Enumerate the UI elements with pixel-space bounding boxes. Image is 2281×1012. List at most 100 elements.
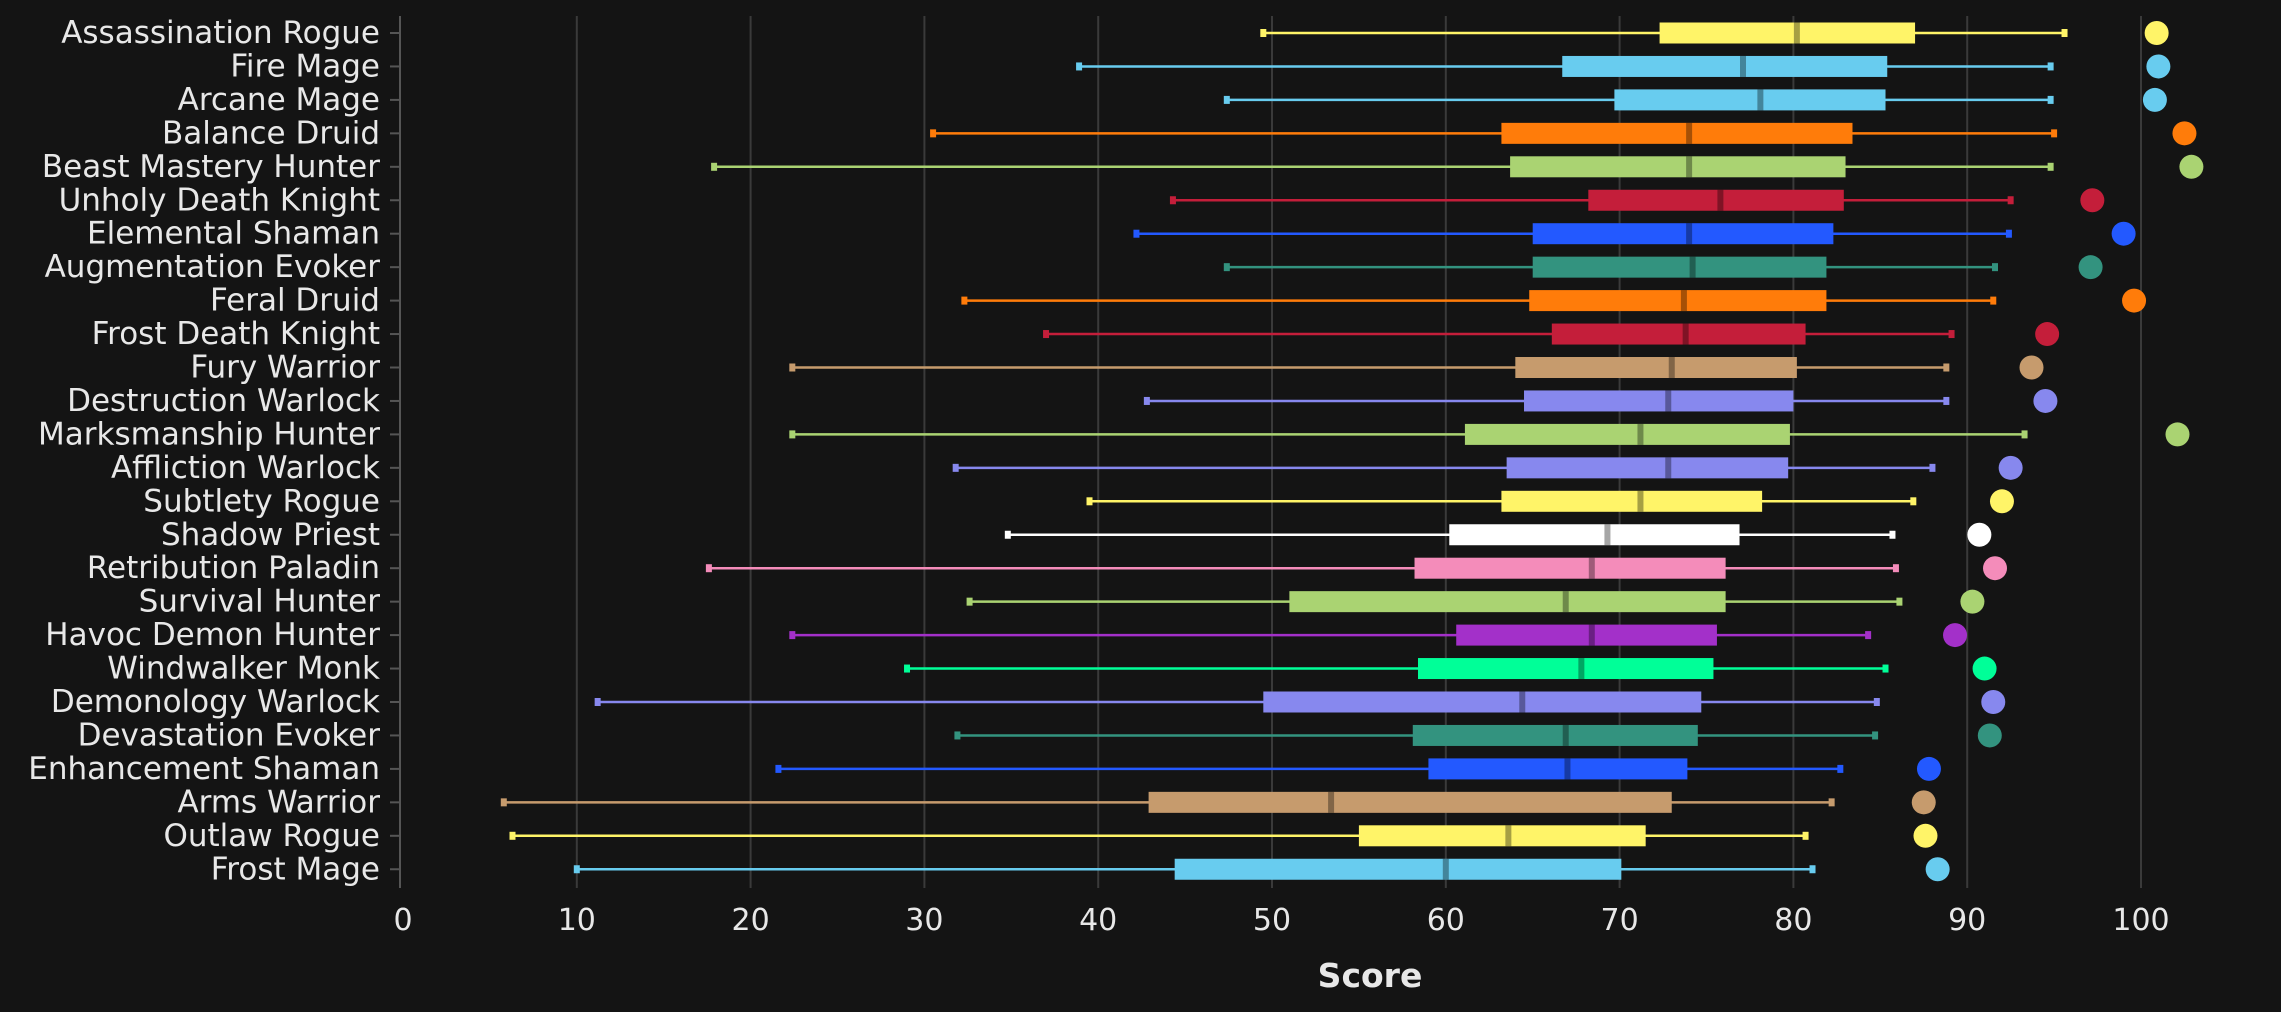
whisker-cap-max: [1865, 631, 1872, 640]
median-marker: [1588, 557, 1595, 579]
x-axis-title: Score: [1318, 956, 1423, 995]
x-tick-label: 90: [1948, 903, 1986, 938]
whisker-cap-min: [1223, 263, 1230, 272]
whisker-cap-min: [711, 162, 718, 171]
category-label: Beast Mastery Hunter: [42, 149, 380, 185]
category-label: Fire Mage: [230, 48, 380, 84]
median-marker: [1665, 457, 1672, 479]
iqr-box: [1289, 591, 1726, 613]
category-label: Windwalker Monk: [107, 651, 380, 687]
iqr-box: [1524, 390, 1794, 412]
category-label: Havoc Demon Hunter: [45, 617, 380, 653]
whisker-cap-max: [1873, 698, 1880, 706]
box-windwalker-monk: [904, 656, 1997, 681]
whisker-cap-max: [2047, 95, 2054, 104]
category-label: Demonology Warlock: [51, 684, 380, 720]
whisker-cap-min: [1223, 95, 1230, 104]
iqr-box: [1562, 55, 1888, 77]
category-label: Survival Hunter: [139, 584, 381, 620]
max-point: [1960, 589, 1985, 614]
max-point: [1967, 522, 1992, 547]
median-marker: [1562, 724, 1569, 746]
whisker-cap-min: [961, 296, 968, 305]
iqr-box: [1449, 524, 1740, 546]
whisker-cap-min: [1086, 497, 1093, 506]
whisker-cap-max: [1943, 363, 1950, 372]
median-marker: [1686, 156, 1693, 178]
whisker-cap-max: [2021, 430, 2028, 439]
median-marker: [1682, 323, 1689, 345]
max-point: [1989, 489, 2014, 514]
box-beast-mastery-hunter: [711, 154, 2204, 179]
median-marker: [1717, 189, 1724, 211]
category-label: Devastation Evoker: [78, 717, 381, 753]
whisker-cap-min: [1143, 396, 1150, 405]
max-point: [2122, 288, 2147, 313]
median-marker: [1680, 290, 1687, 312]
box-devastation-evoker: [954, 723, 2002, 748]
max-point: [1925, 857, 1950, 882]
iqr-box: [1659, 22, 1916, 44]
max-point: [2165, 422, 2190, 447]
median-marker: [1686, 122, 1693, 144]
iqr-box: [1456, 624, 1717, 646]
iqr-box: [1148, 791, 1672, 813]
whisker-cap-max: [2061, 29, 2068, 37]
iqr-box: [1428, 758, 1688, 780]
median-marker: [1793, 22, 1800, 44]
iqr-box: [1174, 858, 1622, 880]
category-label: Retribution Paladin: [87, 550, 380, 586]
iqr-box: [1412, 724, 1698, 746]
whisker-cap-max: [2047, 162, 2054, 171]
whisker-cap-max: [1929, 463, 1936, 472]
median-marker: [1668, 357, 1675, 378]
whisker-cap-max: [1990, 296, 1997, 305]
category-label: Frost Mage: [211, 851, 380, 887]
max-point: [1972, 656, 1997, 681]
whisker-cap-max: [1809, 865, 1816, 874]
category-label: Balance Druid: [162, 115, 380, 151]
box-unholy-death-knight: [1169, 188, 2105, 213]
box-survival-hunter: [966, 589, 1985, 614]
whisker-cap-max: [1992, 263, 1999, 272]
box-shadow-priest: [1004, 522, 1992, 547]
x-tick-label: 100: [2112, 903, 2169, 938]
whisker-cap-min: [500, 798, 507, 807]
box-series: [500, 21, 2204, 882]
max-point: [2179, 154, 2204, 179]
whisker-cap-max: [2007, 196, 2014, 205]
box-retribution-paladin: [705, 556, 2008, 581]
box-balance-druid: [930, 121, 2197, 146]
median-marker: [1689, 256, 1696, 278]
whisker-cap-max: [1943, 396, 1950, 405]
whisker-cap-min: [966, 597, 973, 606]
category-label: Assassination Rogue: [61, 15, 380, 51]
x-tick-label: 0: [393, 903, 412, 938]
box-subtlety-rogue: [1086, 489, 2014, 514]
median-marker: [1757, 89, 1764, 111]
median-marker: [1588, 624, 1595, 646]
max-point: [1998, 455, 2023, 480]
box-arcane-mage: [1223, 87, 2167, 112]
whisker-cap-min: [775, 764, 782, 773]
iqr-box: [1417, 658, 1714, 680]
y-axis: [390, 16, 401, 888]
whisker-cap-min: [789, 631, 796, 640]
category-label: Augmentation Evoker: [45, 249, 381, 285]
whisker-cap-min: [1043, 330, 1050, 339]
category-label: Subtlety Rogue: [143, 483, 380, 519]
whisker-cap-min: [509, 831, 516, 840]
iqr-box: [1414, 557, 1726, 579]
category-label: Destruction Warlock: [67, 383, 380, 419]
max-point: [1983, 556, 2008, 581]
median-marker: [1604, 524, 1611, 546]
box-elemental-shaman: [1133, 221, 2136, 246]
box-frost-mage: [573, 857, 1950, 882]
median-marker: [1562, 591, 1569, 613]
box-arms-warrior: [500, 790, 1936, 815]
iqr-box: [1506, 457, 1789, 479]
max-point: [2033, 388, 2058, 413]
whisker-cap-max: [1837, 764, 1844, 773]
iqr-box: [1358, 825, 1646, 847]
